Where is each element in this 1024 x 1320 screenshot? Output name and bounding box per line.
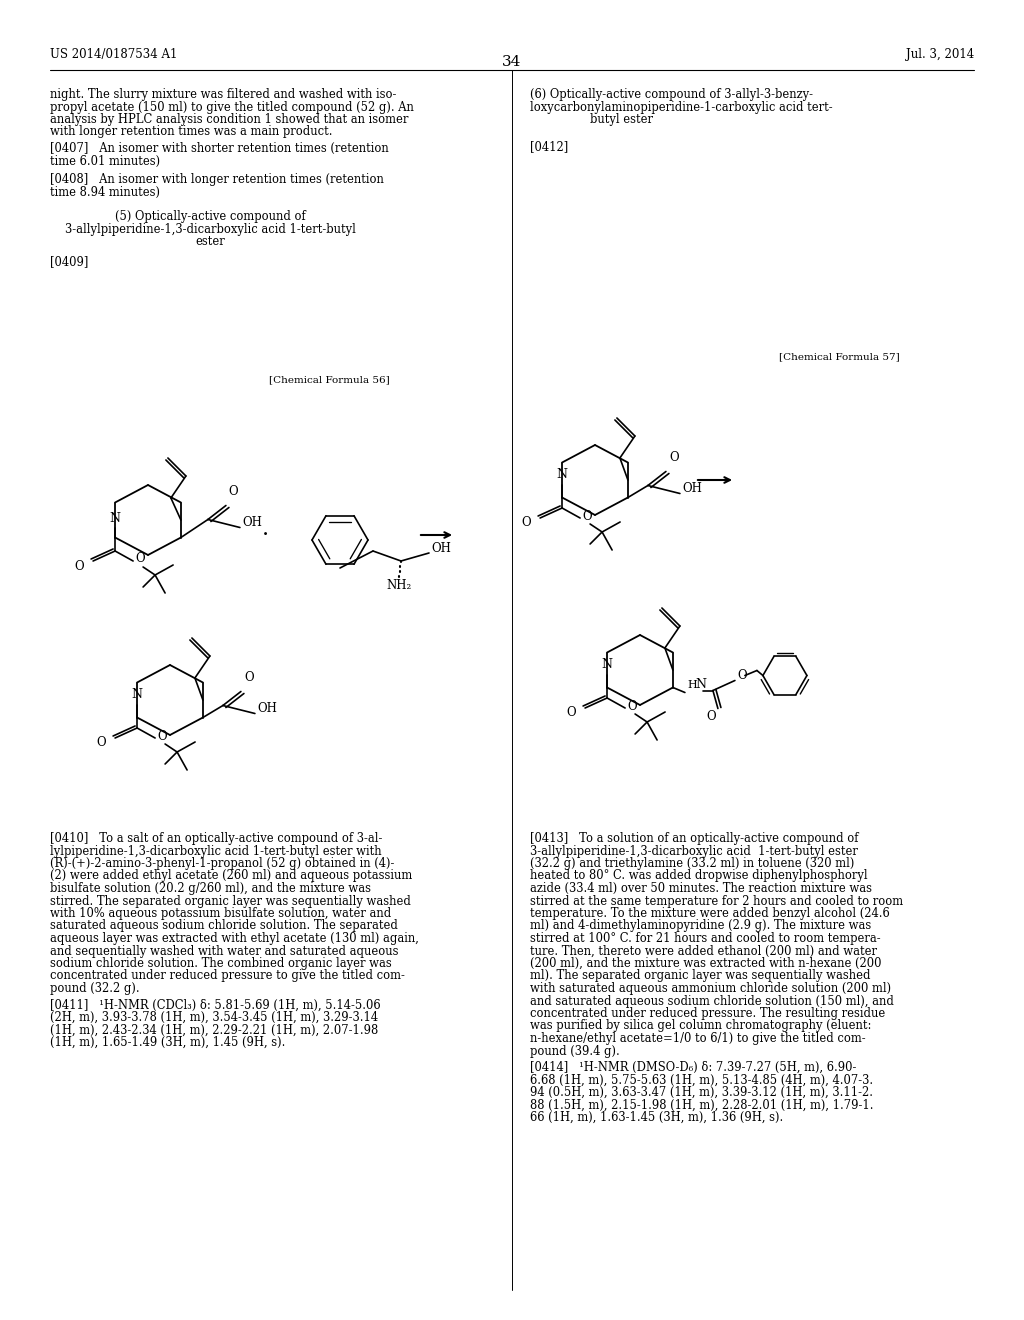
Text: Jul. 3, 2014: Jul. 3, 2014 <box>906 48 974 61</box>
Text: azide (33.4 ml) over 50 minutes. The reaction mixture was: azide (33.4 ml) over 50 minutes. The rea… <box>530 882 872 895</box>
Text: and saturated aqueous sodium chloride solution (150 ml), and: and saturated aqueous sodium chloride so… <box>530 994 894 1007</box>
Text: 66 (1H, m), 1.63-1.45 (3H, m), 1.36 (9H, s).: 66 (1H, m), 1.63-1.45 (3H, m), 1.36 (9H,… <box>530 1111 783 1125</box>
Text: OH: OH <box>431 541 451 554</box>
Text: [Chemical Formula 57]: [Chemical Formula 57] <box>779 352 900 360</box>
Text: [0414]   ¹H-NMR (DMSO-D₆) δ: 7.39-7.27 (5H, m), 6.90-: [0414] ¹H-NMR (DMSO-D₆) δ: 7.39-7.27 (5H… <box>530 1061 856 1074</box>
Text: O: O <box>627 700 637 713</box>
Text: ester: ester <box>196 235 225 248</box>
Text: ml) and 4-dimethylaminopyridine (2.9 g). The mixture was: ml) and 4-dimethylaminopyridine (2.9 g).… <box>530 920 871 932</box>
Text: ml). The separated organic layer was sequentially washed: ml). The separated organic layer was seq… <box>530 969 870 982</box>
Text: (6) Optically-active compound of 3-allyl-3-benzy-: (6) Optically-active compound of 3-allyl… <box>530 88 813 102</box>
Text: O: O <box>157 730 167 742</box>
Text: US 2014/0187534 A1: US 2014/0187534 A1 <box>50 48 177 61</box>
Text: O: O <box>244 671 254 684</box>
Text: NH₂: NH₂ <box>386 579 412 591</box>
Text: analysis by HPLC analysis condition 1 showed that an isomer: analysis by HPLC analysis condition 1 sh… <box>50 114 409 125</box>
Text: (1H, m), 1.65-1.49 (3H, m), 1.45 (9H, s).: (1H, m), 1.65-1.49 (3H, m), 1.45 (9H, s)… <box>50 1036 286 1049</box>
Text: 6.68 (1H, m), 5.75-5.63 (1H, m), 5.13-4.85 (4H, m), 4.07-3.: 6.68 (1H, m), 5.75-5.63 (1H, m), 5.13-4.… <box>530 1073 873 1086</box>
Text: (2) were added ethyl acetate (260 ml) and aqueous potassium: (2) were added ethyl acetate (260 ml) an… <box>50 870 413 883</box>
Text: ·: · <box>261 524 268 546</box>
Text: (2H, m), 3.93-3.78 (1H, m), 3.54-3.45 (1H, m), 3.29-3.14: (2H, m), 3.93-3.78 (1H, m), 3.54-3.45 (1… <box>50 1011 378 1024</box>
Text: [0412]: [0412] <box>530 140 568 153</box>
Text: loxycarbonylaminopiperidine-1-carboxylic acid tert-: loxycarbonylaminopiperidine-1-carboxylic… <box>530 100 833 114</box>
Text: sodium chloride solution. The combined organic layer was: sodium chloride solution. The combined o… <box>50 957 392 970</box>
Text: (1H, m), 2.43-2.34 (1H, m), 2.29-2.21 (1H, m), 2.07-1.98: (1H, m), 2.43-2.34 (1H, m), 2.29-2.21 (1… <box>50 1023 378 1036</box>
Text: [0411]   ¹H-NMR (CDCl₃) δ: 5.81-5.69 (1H, m), 5.14-5.06: [0411] ¹H-NMR (CDCl₃) δ: 5.81-5.69 (1H, … <box>50 998 381 1011</box>
Text: 34: 34 <box>503 55 521 69</box>
Text: 88 (1.5H, m), 2.15-1.98 (1H, m), 2.28-2.01 (1H, m), 1.79-1.: 88 (1.5H, m), 2.15-1.98 (1H, m), 2.28-2.… <box>530 1098 873 1111</box>
Text: with 10% aqueous potassium bisulfate solution, water and: with 10% aqueous potassium bisulfate sol… <box>50 907 391 920</box>
Text: N: N <box>110 511 121 524</box>
Text: and sequentially washed with water and saturated aqueous: and sequentially washed with water and s… <box>50 945 398 957</box>
Text: lylpiperidine-1,3-dicarboxylic acid 1-tert-butyl ester with: lylpiperidine-1,3-dicarboxylic acid 1-te… <box>50 845 382 858</box>
Text: butyl ester: butyl ester <box>590 114 653 125</box>
Text: [0413]   To a solution of an optically-active compound of: [0413] To a solution of an optically-act… <box>530 832 858 845</box>
Text: O: O <box>75 560 84 573</box>
Text: propyl acetate (150 ml) to give the titled compound (52 g). An: propyl acetate (150 ml) to give the titl… <box>50 100 414 114</box>
Text: with saturated aqueous ammonium chloride solution (200 ml): with saturated aqueous ammonium chloride… <box>530 982 891 995</box>
Text: concentrated under reduced pressure. The resulting residue: concentrated under reduced pressure. The… <box>530 1007 886 1020</box>
Text: O: O <box>228 484 238 498</box>
Text: n-hexane/ethyl acetate=1/0 to 6/1) to give the titled com-: n-hexane/ethyl acetate=1/0 to 6/1) to gi… <box>530 1032 865 1045</box>
Text: (32.2 g) and triethylamine (33.2 ml) in toluene (320 ml): (32.2 g) and triethylamine (33.2 ml) in … <box>530 857 854 870</box>
Text: N: N <box>601 659 612 672</box>
Text: O: O <box>737 669 746 682</box>
Text: O: O <box>521 516 530 529</box>
Text: N: N <box>695 678 706 690</box>
Text: [0410]   To a salt of an optically-active compound of 3-al-: [0410] To a salt of an optically-active … <box>50 832 382 845</box>
Text: [0407]   An isomer with shorter retention times (retention: [0407] An isomer with shorter retention … <box>50 143 389 154</box>
Text: 3-allylpiperidine-1,3-dicarboxylic acid  1-tert-butyl ester: 3-allylpiperidine-1,3-dicarboxylic acid … <box>530 845 858 858</box>
Text: pound (39.4 g).: pound (39.4 g). <box>530 1044 620 1057</box>
Text: temperature. To the mixture were added benzyl alcohol (24.6: temperature. To the mixture were added b… <box>530 907 890 920</box>
Text: (5) Optically-active compound of: (5) Optically-active compound of <box>115 210 305 223</box>
Text: [0408]   An isomer with longer retention times (retention: [0408] An isomer with longer retention t… <box>50 173 384 186</box>
Text: O: O <box>582 510 592 523</box>
Text: O: O <box>96 737 105 750</box>
Text: (R)-(+)-2-amino-3-phenyl-1-propanol (52 g) obtained in (4)-: (R)-(+)-2-amino-3-phenyl-1-propanol (52 … <box>50 857 394 870</box>
Text: night. The slurry mixture was filtered and washed with iso-: night. The slurry mixture was filtered a… <box>50 88 396 102</box>
Text: O: O <box>566 706 575 719</box>
Text: ture. Then, thereto were added ethanol (200 ml) and water: ture. Then, thereto were added ethanol (… <box>530 945 877 957</box>
Text: aqueous layer was extracted with ethyl acetate (130 ml) again,: aqueous layer was extracted with ethyl a… <box>50 932 419 945</box>
Text: time 8.94 minutes): time 8.94 minutes) <box>50 186 160 198</box>
Text: concentrated under reduced pressure to give the titled com-: concentrated under reduced pressure to g… <box>50 969 404 982</box>
Text: OH: OH <box>682 482 701 495</box>
Text: OH: OH <box>242 516 262 529</box>
Text: time 6.01 minutes): time 6.01 minutes) <box>50 154 160 168</box>
Text: O: O <box>669 451 679 465</box>
Text: stirred at the same temperature for 2 hours and cooled to room: stirred at the same temperature for 2 ho… <box>530 895 903 908</box>
Text: with longer retention times was a main product.: with longer retention times was a main p… <box>50 125 333 139</box>
Text: saturated aqueous sodium chloride solution. The separated: saturated aqueous sodium chloride soluti… <box>50 920 398 932</box>
Text: [0409]: [0409] <box>50 255 88 268</box>
Text: O: O <box>706 710 716 723</box>
Text: (200 ml), and the mixture was extracted with n-hexane (200: (200 ml), and the mixture was extracted … <box>530 957 882 970</box>
Text: 94 (0.5H, m), 3.63-3.47 (1H, m), 3.39-3.12 (1H, m), 3.11-2.: 94 (0.5H, m), 3.63-3.47 (1H, m), 3.39-3.… <box>530 1086 873 1100</box>
Text: O: O <box>135 553 144 565</box>
Text: N: N <box>557 469 567 482</box>
Text: stirred. The separated organic layer was sequentially washed: stirred. The separated organic layer was… <box>50 895 411 908</box>
Text: 3-allylpiperidine-1,3-dicarboxylic acid 1-tert-butyl: 3-allylpiperidine-1,3-dicarboxylic acid … <box>65 223 355 235</box>
Text: bisulfate solution (20.2 g/260 ml), and the mixture was: bisulfate solution (20.2 g/260 ml), and … <box>50 882 371 895</box>
Text: OH: OH <box>257 702 276 715</box>
Text: N: N <box>132 689 142 701</box>
Text: H: H <box>687 680 696 689</box>
Text: [Chemical Formula 56]: [Chemical Formula 56] <box>269 375 390 384</box>
Text: heated to 80° C. was added dropwise diphenylphosphoryl: heated to 80° C. was added dropwise diph… <box>530 870 867 883</box>
Text: pound (32.2 g).: pound (32.2 g). <box>50 982 139 995</box>
Text: was purified by silica gel column chromatography (eluent:: was purified by silica gel column chroma… <box>530 1019 871 1032</box>
Text: stirred at 100° C. for 21 hours and cooled to room tempera-: stirred at 100° C. for 21 hours and cool… <box>530 932 881 945</box>
